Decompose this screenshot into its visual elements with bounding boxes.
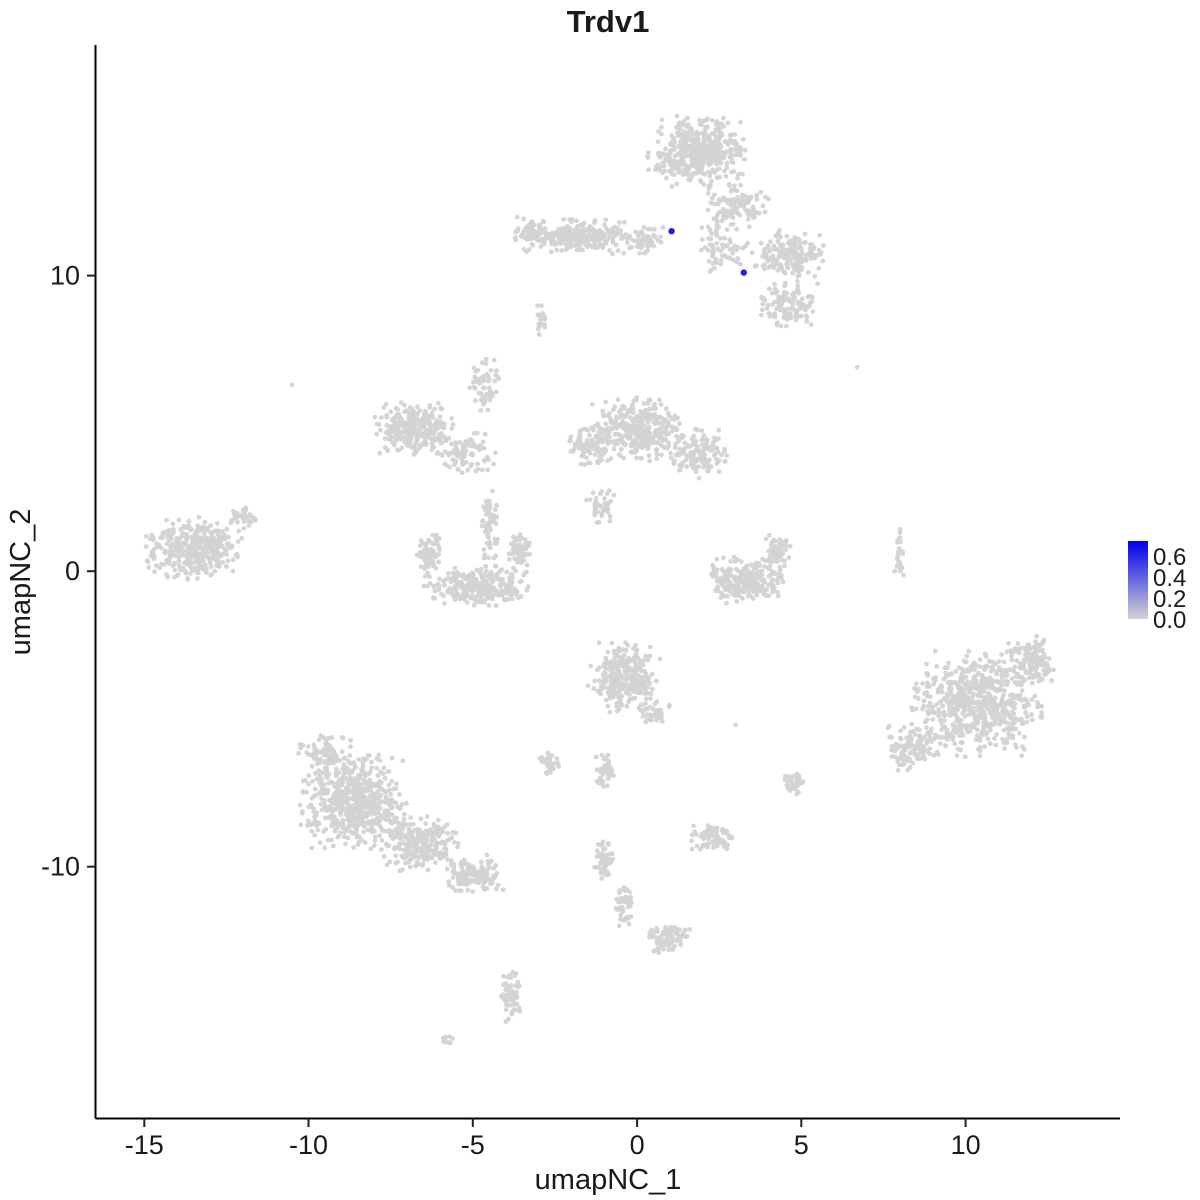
x-axis-title: umapNC_1 — [535, 1164, 682, 1196]
plot-title: Trdv1 — [567, 4, 650, 39]
color-legend: 0.60.40.20.0 — [1128, 541, 1186, 634]
highlighted-expression-points — [668, 228, 747, 276]
x-axis-ticks: -15 -10 -5 0 5 10 — [125, 1118, 981, 1160]
legend-labels: 0.60.40.20.0 — [1153, 544, 1186, 634]
y-axis-title: umapNC_2 — [5, 509, 37, 656]
legend-gradient-bar — [1128, 541, 1148, 619]
scatter-points — [143, 113, 1056, 1046]
